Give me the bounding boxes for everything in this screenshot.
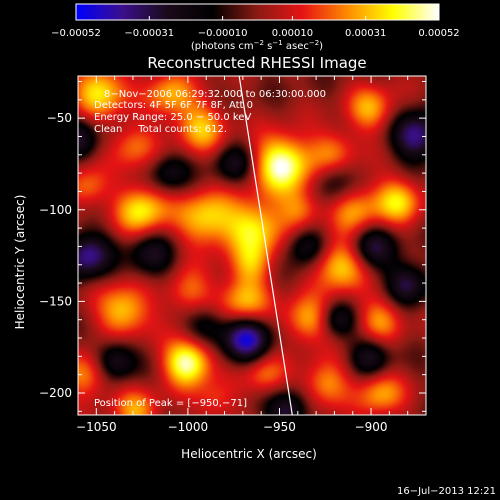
y-tick-label: −50 [47, 111, 72, 125]
heatmap-image [78, 76, 426, 415]
x-tick-label: −900 [355, 420, 388, 434]
colorbar: −0.00052 −0.00031 −0.00010 0.00010 0.00031 0.… [51, 3, 460, 52]
annotation-detectors: Detectors: 4F 5F 6F 7F 8F, Att 0 [94, 100, 253, 111]
colorbar-tick-label: −0.00031 [124, 28, 174, 39]
limb-line [238, 75, 293, 416]
x-tick-label: −1000 [168, 420, 209, 434]
axis-ticks: −1050 −1000 −950 −900 −50 −100 −150 −200 [39, 76, 427, 434]
colorbar-gradient [76, 4, 439, 20]
annotation-energy: Energy Range: 25.0 − 50.0 keV [94, 112, 251, 123]
colorbar-tick-label: 0.00031 [345, 28, 386, 39]
y-tick-label: −100 [39, 203, 72, 217]
colorbar-unit: (photons cm−2 s−1 asec−2) [191, 39, 323, 52]
x-tick-label: −1050 [76, 420, 117, 434]
y-axis-label: Heliocentric Y (arcsec) [13, 195, 27, 330]
annotation-block: 8−Nov−2006 06:29:32.000 to 06:30:00.000 … [94, 89, 326, 409]
colorbar-tick-label: 0.00010 [272, 28, 313, 39]
colorbar-tick-label: 0.00052 [418, 28, 459, 39]
annotation-clean: Clean Total counts: 612. [94, 124, 227, 135]
colorbar-tick-label: −0.00010 [198, 28, 248, 39]
y-tick-label: −150 [39, 294, 72, 308]
annotation-peak: Position of Peak = [−950,−71] [94, 398, 247, 409]
colorbar-frame [75, 3, 440, 21]
x-tick-label: −950 [263, 420, 296, 434]
chart-title: Reconstructed RHESSI Image [147, 54, 366, 72]
footer-timestamp: 16−Jul−2013 12:21 [397, 486, 496, 497]
annotation-time-range: 8−Nov−2006 06:29:32.000 to 06:30:00.000 [104, 89, 326, 100]
plot-frame [77, 75, 427, 416]
colorbar-tick-label: −0.00052 [51, 28, 101, 39]
x-axis-label: Heliocentric X (arcsec) [181, 447, 317, 461]
y-tick-label: −200 [39, 386, 72, 400]
colorbar-ticks: −0.00052 −0.00031 −0.00010 0.00010 0.00031 0.… [51, 16, 460, 39]
